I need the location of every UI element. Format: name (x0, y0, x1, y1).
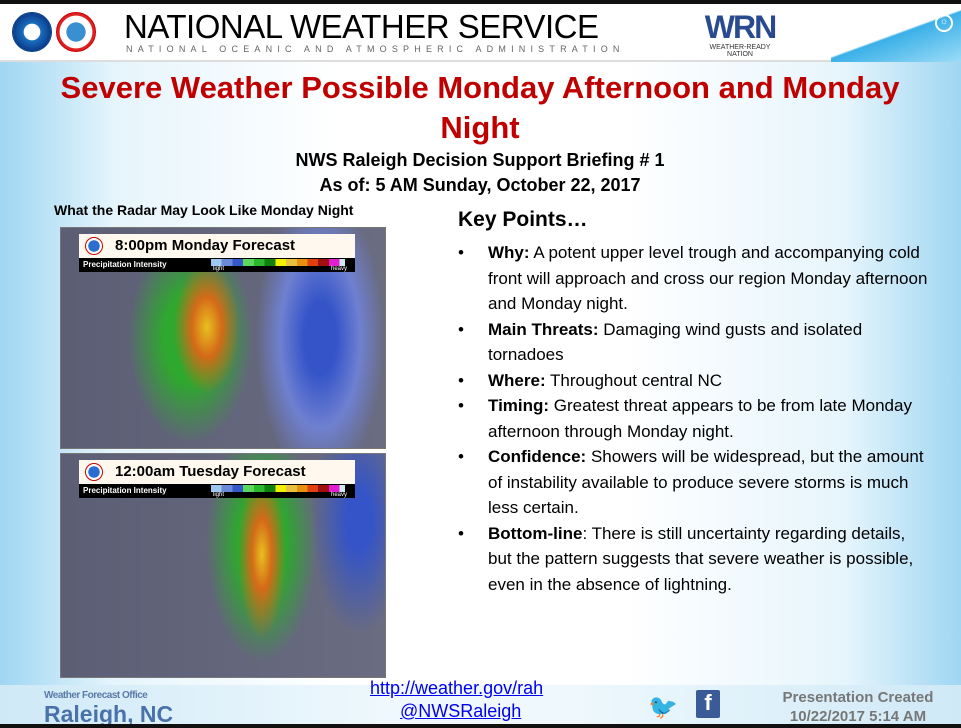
wrn-logo-text: WRN (704, 9, 777, 45)
slide-subtitle: NWS Raleigh Decision Support Briefing # … (180, 148, 780, 198)
key-point-text: Damaging wind gusts and isolated tornado… (488, 319, 863, 365)
key-point-text: Greatest threat appears to be from late … (488, 396, 912, 441)
header: NATIONAL WEATHER SERVICE NATIONAL OCEANI… (0, 0, 961, 62)
map-title-box: 12:00am Tuesday Forecast (79, 460, 355, 484)
precip-legend: Precipitation Intensity light heavy (79, 484, 355, 498)
legend-heavy: heavy (331, 492, 348, 498)
facebook-icon[interactable]: f (696, 690, 720, 718)
key-point: Confidence: Showers will be widespread, … (458, 444, 928, 521)
nws-logo (56, 12, 96, 52)
key-point-text: A potent upper level trough and accompan… (488, 243, 928, 313)
radar-caption: What the Radar May Look Like Monday Nigh… (54, 202, 354, 218)
key-point-label: Confidence: (488, 447, 587, 466)
noaa-logo (12, 12, 52, 52)
office-label: Weather Forecast Office (44, 690, 148, 701)
key-point-label: Timing: (488, 396, 550, 415)
presentation-created: Presentation Created 10/22/2017 5:14 AM (770, 688, 946, 726)
office-name: Raleigh, NC (44, 701, 174, 727)
created-label: Presentation Created (782, 689, 934, 706)
key-point-label: Bottom-line (488, 523, 583, 543)
color-scale (211, 485, 345, 492)
key-point: Main Threats: Damaging wind gusts and is… (458, 317, 928, 368)
wrn-tagline: WEATHER-READY NATION (709, 44, 771, 58)
color-scale (211, 259, 345, 266)
header-subtitle: NATIONAL OCEANIC AND ATMOSPHERIC ADMINIS… (126, 44, 625, 54)
nws-logo-icon (85, 463, 103, 481)
footer (0, 685, 961, 725)
legend-heavy: heavy (331, 266, 348, 272)
key-point-text: Showers will be widespread, but the amou… (488, 447, 924, 517)
legend-label: Precipitation Intensity (83, 260, 167, 269)
key-point: Timing: Greatest threat appears to be fr… (458, 393, 928, 444)
map-title-box: 8:00pm Monday Forecast (79, 234, 355, 258)
wrn-logo: WRN WEATHER-READY NATION (696, 9, 784, 58)
created-date: 10/22/2017 5:14 AM (789, 708, 927, 725)
map-title: 12:00am Tuesday Forecast (115, 463, 306, 480)
key-point: Where: Throughout central NC (458, 368, 928, 394)
briefing-date: As of: 5 AM Sunday, October 22, 2017 (319, 175, 641, 195)
briefing-name: NWS Raleigh Decision Support Briefing # … (295, 150, 665, 170)
key-point-label: Main Threats: (488, 319, 599, 339)
key-points-title: Key Points… (458, 208, 588, 231)
slide-title: Severe Weather Possible Monday Afternoon… (60, 70, 900, 145)
key-point-text: : There is still uncertainty regarding d… (488, 523, 914, 594)
header-title: NATIONAL WEATHER SERVICE (124, 8, 599, 45)
precip-legend: Precipitation Intensity light heavy (79, 258, 355, 272)
swoosh-decoration: ☼ (831, 4, 961, 62)
key-point-text: Throughout central NC (545, 370, 723, 390)
legend-light: light (213, 492, 225, 498)
commerce-seal-icon: ☼ (935, 14, 953, 32)
twitter-icon[interactable]: 🐦 (648, 694, 678, 721)
top-bar (0, 0, 961, 4)
website-link[interactable]: http://weather.gov/rah (370, 678, 544, 698)
key-point: Bottom-line: There is still uncertainty … (458, 521, 928, 598)
key-points-list: Why: A potent upper level trough and acc… (458, 240, 928, 597)
legend-light: light (213, 266, 225, 272)
nws-logo-icon (85, 237, 103, 255)
key-point-label: Where: (488, 370, 546, 390)
twitter-handle-link[interactable]: @NWSRaleigh (400, 701, 522, 721)
key-point: Why: A potent upper level trough and acc… (458, 240, 928, 317)
key-point-label: Why: (488, 243, 530, 262)
map-title: 8:00pm Monday Forecast (115, 237, 296, 254)
legend-label: Precipitation Intensity (83, 486, 167, 495)
radar-map-2: 12:00am Tuesday Forecast Precipitation I… (60, 453, 386, 678)
radar-map-1: 8:00pm Monday Forecast Precipitation Int… (60, 227, 386, 449)
bottom-bar (0, 724, 961, 728)
